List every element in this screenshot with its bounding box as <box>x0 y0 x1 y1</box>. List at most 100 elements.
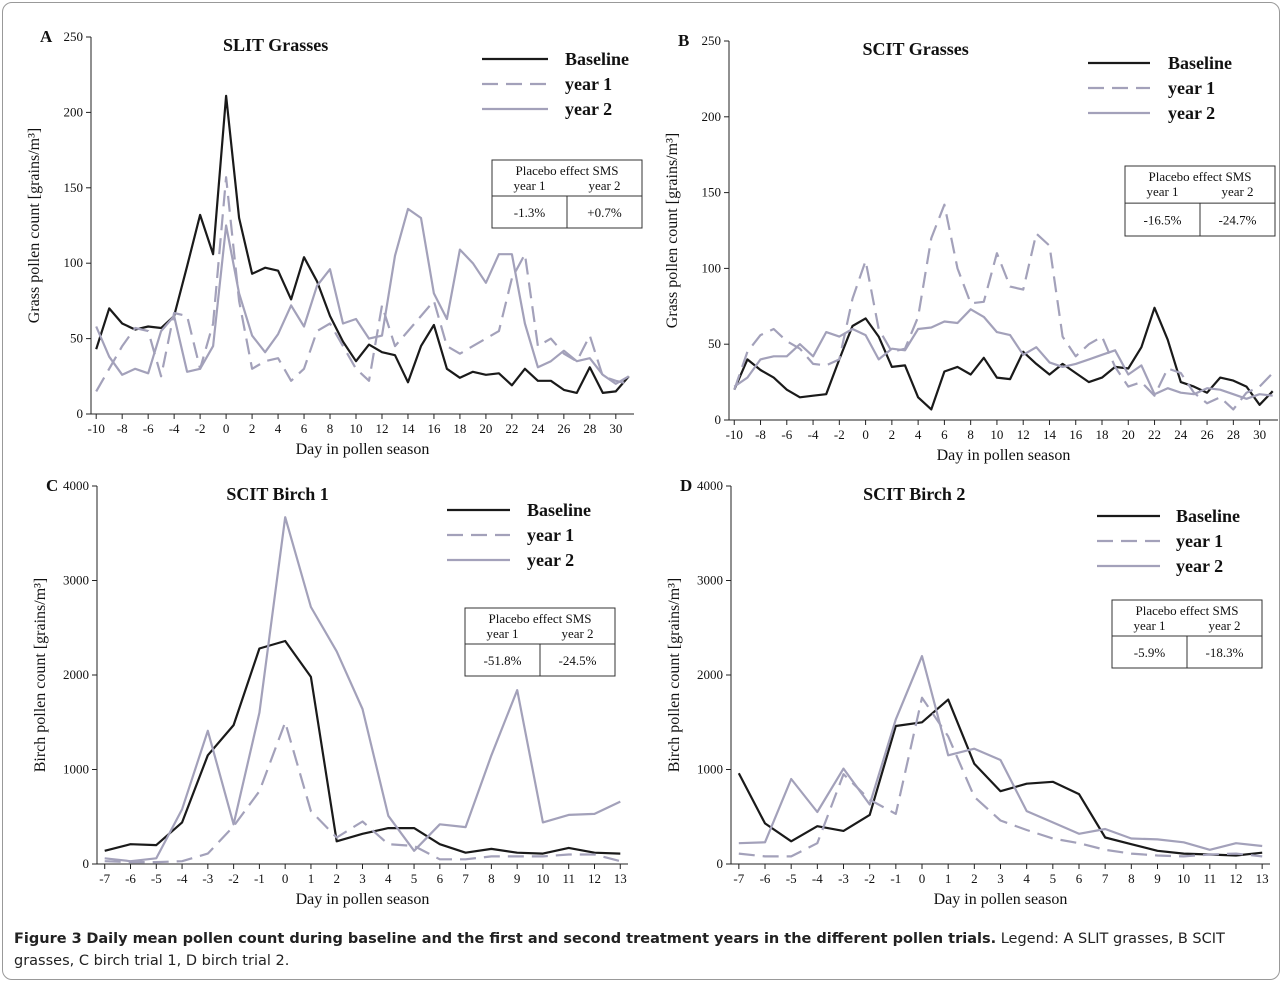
x-tick-label: 16 <box>427 421 441 436</box>
placebo-column: year 1 <box>486 626 518 641</box>
x-tick-label: 8 <box>1128 871 1135 886</box>
y-tick-label: 200 <box>64 104 84 119</box>
y-tick-label: 100 <box>702 260 722 275</box>
legend-label: Baseline <box>1176 506 1240 526</box>
x-tick-label: 14 <box>1043 427 1057 442</box>
legend-label: year 2 <box>1176 556 1223 576</box>
x-tick-label: 10 <box>536 871 549 886</box>
x-tick-label: 9 <box>1154 871 1161 886</box>
y-tick-label: 0 <box>717 856 724 871</box>
y-tick-label: 50 <box>70 331 83 346</box>
x-tick-label: 20 <box>479 421 492 436</box>
placebo-value: -51.8% <box>484 653 522 668</box>
x-tick-label: -6 <box>760 871 771 886</box>
x-tick-label: 6 <box>941 427 948 442</box>
placebo-title: Placebo effect SMS <box>488 611 591 626</box>
x-tick-label: 0 <box>223 421 230 436</box>
x-tick-label: -7 <box>99 871 110 886</box>
placebo-column: year 2 <box>588 178 620 193</box>
legend-label: Baseline <box>565 49 629 69</box>
x-tick-label: 24 <box>531 421 545 436</box>
y-tick-label: 250 <box>702 33 722 48</box>
x-tick-label: 28 <box>1227 427 1240 442</box>
legend-label: year 2 <box>1168 103 1215 123</box>
x-tick-label: 2 <box>249 421 256 436</box>
x-tick-label: 9 <box>514 871 521 886</box>
x-tick-label: -2 <box>195 421 206 436</box>
x-tick-label: 3 <box>359 871 366 886</box>
y-axis-title: Grass pollen count [grains/m³] <box>26 128 43 323</box>
caption-label: Figure 3 <box>14 931 82 947</box>
x-tick-label: -10 <box>88 421 105 436</box>
x-tick-label: 11 <box>1204 871 1217 886</box>
x-tick-label: 11 <box>562 871 575 886</box>
y-tick-label: 1000 <box>63 762 89 777</box>
y-axis-title: Grass pollen count [grains/m³] <box>664 133 681 328</box>
x-tick-label: 16 <box>1069 427 1083 442</box>
y-tick-label: 100 <box>64 255 84 270</box>
x-tick-label: 8 <box>967 427 974 442</box>
x-tick-label: 6 <box>301 421 308 436</box>
legend-label: Baseline <box>1168 53 1232 73</box>
y-tick-label: 200 <box>702 109 722 124</box>
y-tick-label: 150 <box>702 185 722 200</box>
x-tick-label: 7 <box>462 871 469 886</box>
placebo-value: -16.5% <box>1144 213 1182 228</box>
x-tick-label: -6 <box>143 421 154 436</box>
x-tick-label: -2 <box>228 871 239 886</box>
x-tick-label: 1 <box>945 871 952 886</box>
x-tick-label: 22 <box>505 421 518 436</box>
x-tick-label: 6 <box>1076 871 1083 886</box>
x-axis-title: Day in pollen season <box>296 891 430 908</box>
y-tick-label: 1000 <box>697 762 723 777</box>
x-tick-label: 10 <box>350 421 363 436</box>
chart-title: SLIT Grasses <box>223 35 328 55</box>
series-line <box>733 308 1273 400</box>
x-tick-label: 30 <box>609 421 622 436</box>
x-tick-label: -5 <box>786 871 797 886</box>
panel-letter: D <box>680 476 692 495</box>
x-tick-label: 26 <box>1201 427 1215 442</box>
x-axis-title: Day in pollen season <box>937 447 1071 464</box>
x-tick-label: -8 <box>755 427 766 442</box>
x-tick-label: -4 <box>812 871 823 886</box>
x-axis-title: Day in pollen season <box>934 891 1068 908</box>
y-tick-label: 150 <box>64 180 84 195</box>
series-line <box>104 516 621 863</box>
x-tick-label: 20 <box>1122 427 1135 442</box>
x-tick-label: 10 <box>990 427 1003 442</box>
x-tick-label: -2 <box>864 871 875 886</box>
x-axis-title: Day in pollen season <box>296 441 430 458</box>
x-tick-label: -1 <box>254 871 265 886</box>
x-tick-label: -10 <box>726 427 743 442</box>
series-line <box>733 306 1274 411</box>
series-line <box>737 698 1263 857</box>
panel-letter: C <box>46 476 58 495</box>
legend-label: Baseline <box>527 500 591 520</box>
x-tick-label: -5 <box>151 871 162 886</box>
x-tick-label: 12 <box>588 871 601 886</box>
x-tick-label: -3 <box>202 871 213 886</box>
placebo-value: -1.3% <box>514 205 546 220</box>
chart-title: SCIT Birch 1 <box>226 484 328 504</box>
y-tick-label: 0 <box>83 856 90 871</box>
series-line <box>95 94 630 394</box>
y-tick-label: 3000 <box>697 573 723 588</box>
y-axis-title: Birch pollen count [grains/m³] <box>666 578 683 773</box>
panel-letter: A <box>40 27 53 46</box>
series-line <box>104 721 621 864</box>
x-tick-label: -7 <box>733 871 744 886</box>
x-tick-label: 12 <box>375 421 388 436</box>
x-tick-label: 6 <box>437 871 444 886</box>
placebo-column: year 2 <box>561 626 593 641</box>
x-tick-label: 18 <box>453 421 466 436</box>
x-tick-label: 4 <box>275 421 282 436</box>
x-tick-label: 13 <box>1256 871 1269 886</box>
y-tick-label: 4000 <box>697 478 723 493</box>
series-line <box>95 207 630 385</box>
x-tick-label: 30 <box>1253 427 1266 442</box>
placebo-column: year 2 <box>1221 184 1253 199</box>
